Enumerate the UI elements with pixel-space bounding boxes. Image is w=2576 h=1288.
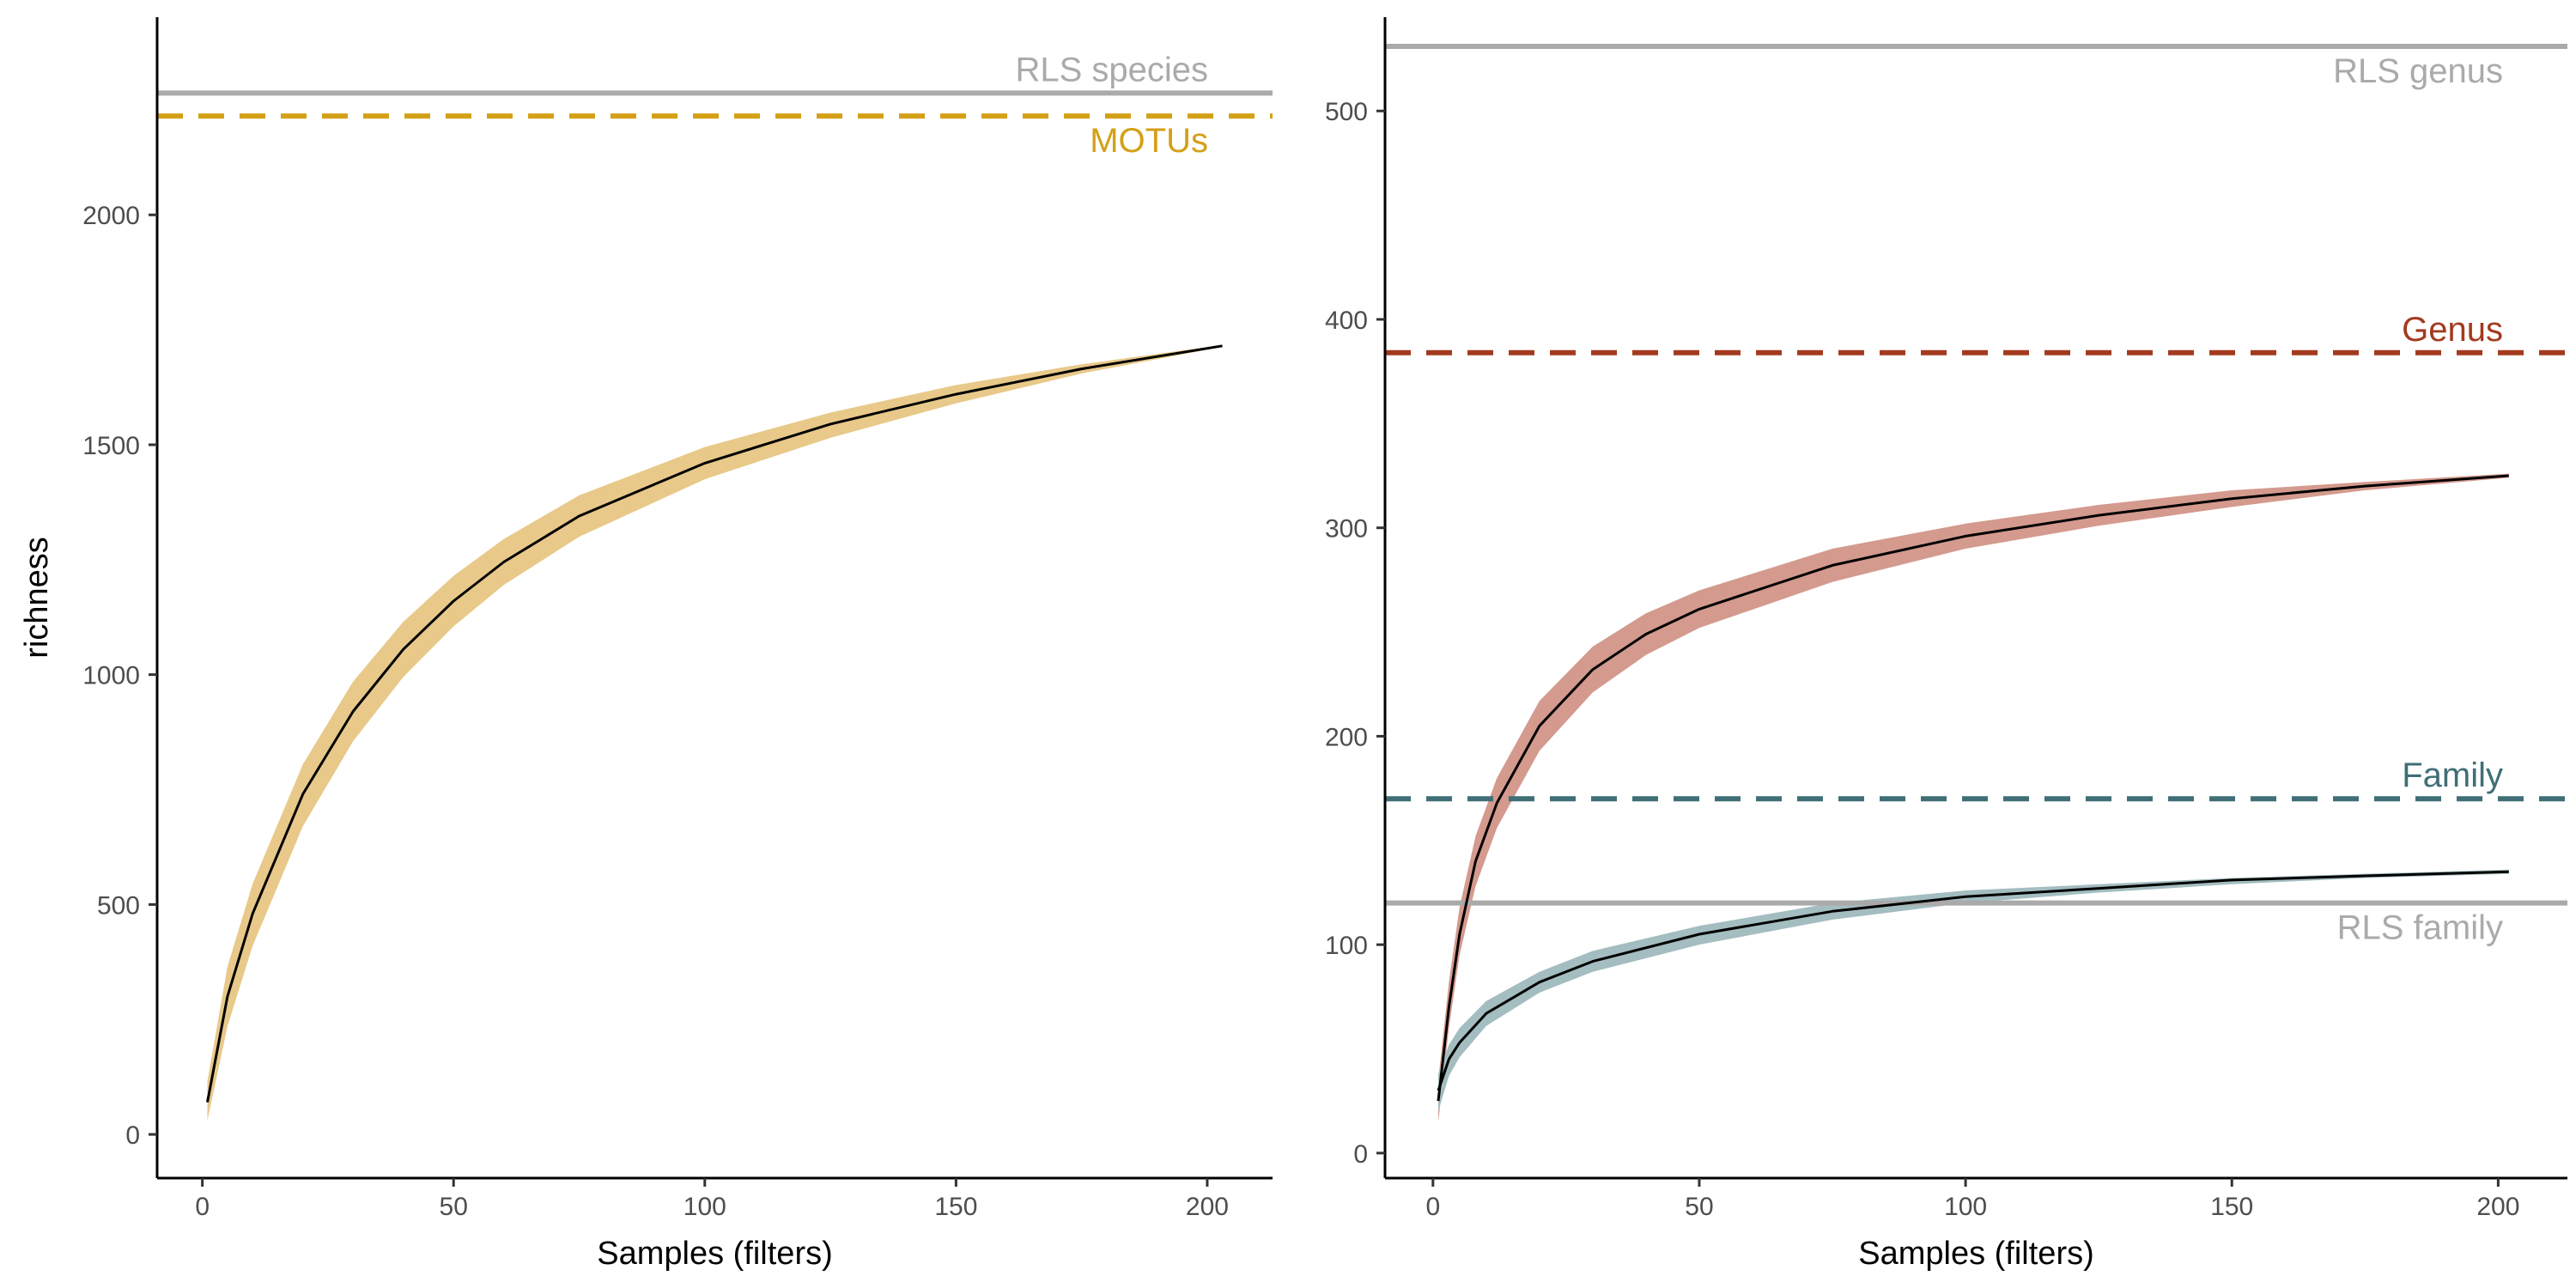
y-tick-label: 0 <box>1353 1140 1368 1169</box>
reference-label-2: Family <box>2402 756 2503 794</box>
reference-lines <box>157 90 1273 119</box>
reference-label-0: RLS genus <box>2333 52 2503 90</box>
y-tick-label: 100 <box>1325 932 1368 960</box>
y-ticks: 0 100 200 300 400 500 <box>1325 98 1385 1169</box>
reference-labels: RLS genus Genus Family RLS family <box>2333 52 2503 947</box>
x-tick-label: 100 <box>683 1193 726 1221</box>
rarefaction-curve-1 <box>1437 870 2509 1091</box>
confidence-bands <box>1438 473 2509 1122</box>
reference-lines <box>1385 43 2567 906</box>
x-tick-label: 50 <box>1685 1193 1713 1221</box>
y-axis-title: richness <box>19 537 55 659</box>
y-tick-label: 1500 <box>82 432 140 460</box>
panel-genus-family: 0 50 100 150 200 0 100 200 300 400 500 Samples (f… <box>1325 17 2567 1272</box>
rarefaction-curve-0 <box>1437 474 2509 1102</box>
y-tick-label: 300 <box>1325 515 1368 544</box>
x-axis-title: Samples (filters) <box>597 1236 833 1272</box>
x-tick-label: 200 <box>2476 1193 2519 1221</box>
x-ticks: 0 50 100 150 200 <box>195 1178 1229 1221</box>
x-tick-label: 0 <box>195 1193 210 1221</box>
x-tick-label: 50 <box>440 1193 468 1221</box>
rarefaction-curves <box>206 344 1223 1103</box>
reference-label-3: RLS family <box>2337 909 2503 947</box>
y-tick-label: 0 <box>125 1121 140 1150</box>
reference-labels: RLS species MOTUs <box>1015 51 1208 160</box>
x-tick-label: 150 <box>2210 1193 2253 1221</box>
rarefaction-curve-0 <box>206 344 1223 1103</box>
x-ticks: 0 50 100 150 200 <box>1425 1178 2519 1221</box>
confidence-band-1 <box>1438 869 2509 1112</box>
x-tick-label: 100 <box>1944 1193 1987 1221</box>
x-tick-label: 200 <box>1186 1193 1229 1221</box>
rarefaction-curves <box>1437 474 2509 1102</box>
reference-label-0: RLS species <box>1015 51 1208 88</box>
y-tick-label: 400 <box>1325 307 1368 335</box>
x-tick-label: 0 <box>1425 1193 1440 1221</box>
x-tick-label: 150 <box>934 1193 977 1221</box>
axes: 0 50 100 150 200 0 100 200 300 400 500 <box>1325 17 2567 1221</box>
y-tick-label: 1000 <box>82 662 140 690</box>
reference-label-1: MOTUs <box>1090 122 1208 160</box>
panel-motus: 0 50 100 150 200 0 500 1000 1500 2000 Samples (f… <box>19 17 1273 1272</box>
x-axis-title: Samples (filters) <box>1858 1236 2094 1272</box>
axes: 0 50 100 150 200 0 500 1000 1500 2000 <box>82 17 1273 1221</box>
y-tick-label: 500 <box>97 891 140 920</box>
y-tick-label: 500 <box>1325 98 1368 126</box>
reference-label-1: Genus <box>2402 311 2503 349</box>
y-tick-label: 200 <box>1325 723 1368 751</box>
y-tick-label: 2000 <box>82 202 140 230</box>
y-ticks: 0 500 1000 1500 2000 <box>82 202 157 1150</box>
